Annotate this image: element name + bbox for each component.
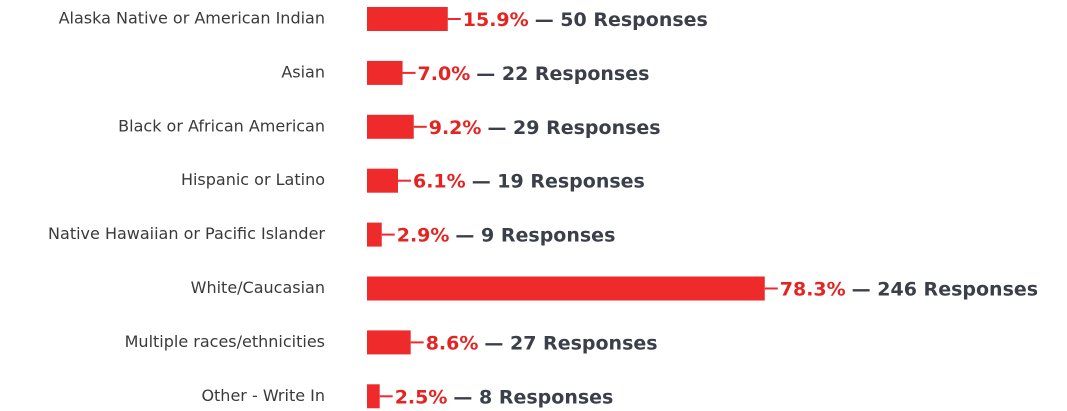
bar: [367, 114, 414, 139]
percent-label: 78.3%: [780, 278, 846, 300]
bar: [367, 330, 411, 355]
response-label: — 9 Responses: [455, 224, 615, 246]
response-label: — 246 Responses: [852, 278, 1038, 300]
data-label: 8.6% — 27 Responses: [426, 332, 658, 354]
percent-label: 7.0%: [418, 62, 471, 84]
category-label: Asian: [281, 62, 325, 81]
category-label: Multiple races/ethnicities: [125, 332, 325, 351]
bar: [367, 222, 382, 247]
response-label: — 27 Responses: [484, 332, 657, 354]
percent-label: 15.9%: [463, 9, 529, 31]
data-label: 7.0% — 22 Responses: [418, 62, 650, 84]
bar: [367, 60, 403, 85]
response-label: — 50 Responses: [535, 9, 708, 31]
response-label: — 22 Responses: [476, 62, 649, 84]
percent-label: 2.9%: [397, 224, 450, 246]
category-label: Native Hawaiian or Pacific Islander: [48, 224, 325, 243]
data-label: 2.5% — 8 Responses: [395, 386, 614, 408]
percent-label: 2.5%: [395, 386, 448, 408]
data-label: 9.2% — 29 Responses: [429, 116, 661, 138]
percent-label: 6.1%: [413, 170, 466, 192]
data-label: 15.9% — 50 Responses: [463, 9, 708, 31]
category-label: Hispanic or Latino: [181, 170, 325, 189]
bar: [367, 168, 398, 193]
data-label: 6.1% — 19 Responses: [413, 170, 645, 192]
category-label: White/Caucasian: [191, 278, 325, 297]
category-label: Other - Write In: [201, 386, 325, 405]
response-label: — 8 Responses: [453, 386, 613, 408]
percent-label: 9.2%: [429, 116, 482, 138]
response-label: — 29 Responses: [487, 116, 660, 138]
data-label: 78.3% — 246 Responses: [780, 278, 1038, 300]
data-label: 2.9% — 9 Responses: [397, 224, 616, 246]
bar: [367, 384, 380, 409]
category-label: Alaska Native or American Indian: [59, 9, 325, 28]
response-label: — 19 Responses: [472, 170, 645, 192]
bar: [367, 7, 448, 31]
bar: [367, 276, 765, 301]
category-label: Black or African American: [118, 116, 325, 135]
percent-label: 8.6%: [426, 332, 479, 354]
